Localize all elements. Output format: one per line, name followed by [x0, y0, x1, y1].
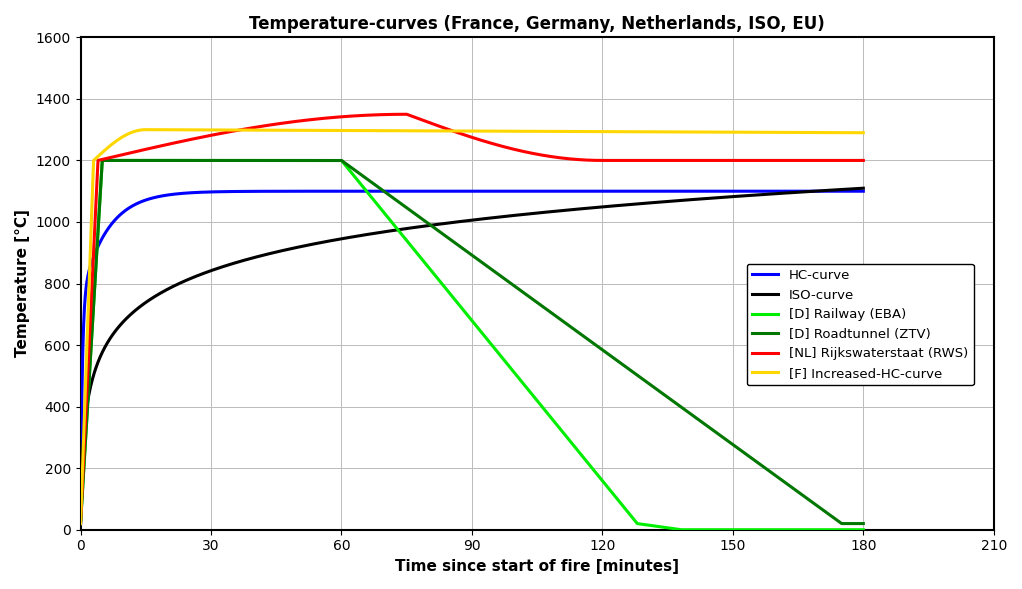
- ISO-curve: [164, 284, 176, 292]
- ISO-curve: [842, 186, 854, 193]
- [D] Roadtunnel (ZTV): [211, 157, 223, 164]
- [D] Railway (EBA): [758, 526, 771, 533]
- ISO-curve: [409, 224, 421, 231]
- HC-curve: [409, 188, 421, 195]
- [D] Roadtunnel (ZTV): [757, 464, 770, 471]
- HC-curve: [842, 188, 854, 195]
- Line: HC-curve: HC-curve: [81, 191, 864, 524]
- [D] Roadtunnel (ZTV): [857, 520, 870, 527]
- [NL] Rijkswaterstaat (RWS): [857, 157, 870, 164]
- [D] Railway (EBA): [75, 520, 87, 527]
- [NL] Rijkswaterstaat (RWS): [211, 131, 223, 138]
- [D] Roadtunnel (ZTV): [842, 520, 854, 527]
- Line: ISO-curve: ISO-curve: [81, 188, 864, 524]
- [F] Increased-HC-curve: [140, 126, 152, 133]
- [D] Railway (EBA): [409, 247, 421, 254]
- [NL] Rijkswaterstaat (RWS): [375, 111, 387, 118]
- ISO-curve: [75, 520, 87, 527]
- [F] Increased-HC-curve: [857, 129, 870, 136]
- HC-curve: [757, 188, 770, 195]
- [D] Railway (EBA): [211, 157, 223, 164]
- Legend: HC-curve, ISO-curve, [D] Railway (EBA), [D] Roadtunnel (ZTV), [NL] Rijkswatersta: HC-curve, ISO-curve, [D] Railway (EBA), …: [747, 264, 974, 385]
- [NL] Rijkswaterstaat (RWS): [75, 520, 87, 527]
- ISO-curve: [375, 229, 387, 236]
- HC-curve: [375, 188, 387, 195]
- [D] Roadtunnel (ZTV): [164, 157, 176, 164]
- [D] Railway (EBA): [375, 206, 387, 213]
- [D] Roadtunnel (ZTV): [96, 157, 108, 164]
- Line: [D] Roadtunnel (ZTV): [D] Roadtunnel (ZTV): [81, 160, 864, 524]
- ISO-curve: [211, 265, 223, 272]
- Line: [NL] Rijkswaterstaat (RWS): [NL] Rijkswaterstaat (RWS): [81, 114, 864, 524]
- HC-curve: [857, 188, 870, 195]
- [D] Railway (EBA): [96, 157, 108, 164]
- X-axis label: Time since start of fire [minutes]: Time since start of fire [minutes]: [396, 559, 680, 574]
- HC-curve: [211, 188, 223, 196]
- [F] Increased-HC-curve: [211, 127, 223, 134]
- [NL] Rijkswaterstaat (RWS): [401, 111, 413, 118]
- HC-curve: [75, 520, 87, 527]
- HC-curve: [164, 191, 176, 198]
- ISO-curve: [857, 185, 870, 192]
- Line: [F] Increased-HC-curve: [F] Increased-HC-curve: [81, 130, 864, 524]
- [F] Increased-HC-curve: [375, 127, 387, 134]
- [NL] Rijkswaterstaat (RWS): [842, 157, 854, 164]
- [NL] Rijkswaterstaat (RWS): [164, 140, 176, 147]
- Y-axis label: Temperature [°C]: Temperature [°C]: [15, 210, 30, 358]
- [D] Railway (EBA): [842, 526, 854, 533]
- [NL] Rijkswaterstaat (RWS): [757, 157, 770, 164]
- Line: [D] Railway (EBA): [D] Railway (EBA): [81, 160, 864, 530]
- [F] Increased-HC-curve: [757, 129, 770, 136]
- Title: Temperature-curves (France, Germany, Netherlands, ISO, EU): Temperature-curves (France, Germany, Net…: [249, 15, 825, 33]
- [F] Increased-HC-curve: [75, 520, 87, 527]
- [F] Increased-HC-curve: [409, 127, 421, 134]
- [D] Roadtunnel (ZTV): [409, 210, 421, 217]
- ISO-curve: [757, 191, 770, 198]
- [F] Increased-HC-curve: [842, 129, 854, 136]
- [D] Railway (EBA): [675, 526, 687, 533]
- [D] Railway (EBA): [857, 526, 870, 533]
- [NL] Rijkswaterstaat (RWS): [409, 114, 421, 121]
- [D] Roadtunnel (ZTV): [375, 186, 387, 193]
- [D] Railway (EBA): [164, 157, 176, 164]
- [F] Increased-HC-curve: [164, 126, 176, 133]
- [D] Roadtunnel (ZTV): [75, 520, 87, 527]
